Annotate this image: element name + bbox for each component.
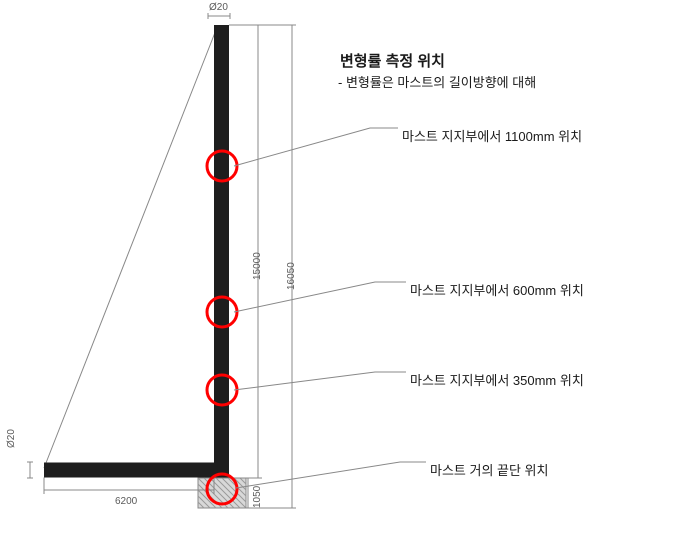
callout-600: 마스트 지지부에서 600mm 위치 [410, 280, 584, 299]
callout-1100: 마스트 지지부에서 1100mm 위치 [402, 126, 582, 145]
leader-c350 [234, 372, 406, 390]
dim-16050: 16050 [286, 262, 297, 290]
title-text: 변형률 측정 위치 [340, 50, 445, 71]
dim-1050: 1050 [252, 486, 263, 508]
callout-end: 마스트 거의 끝단 위치 [430, 460, 548, 479]
dim-top-diameter: Ø20 [209, 2, 228, 13]
leader-cend [236, 462, 426, 488]
dim-left-diameter: Ø20 [6, 429, 17, 448]
leader-c1100 [234, 128, 398, 166]
dim-15000: 15000 [252, 252, 263, 280]
subtitle-text: - 변형률은 마스트의 길이방향에 대해 [338, 72, 536, 91]
leader-c600 [234, 282, 406, 312]
callout-350: 마스트 지지부에서 350mm 위치 [410, 370, 584, 389]
dim-boom-6200: 6200 [115, 496, 137, 507]
